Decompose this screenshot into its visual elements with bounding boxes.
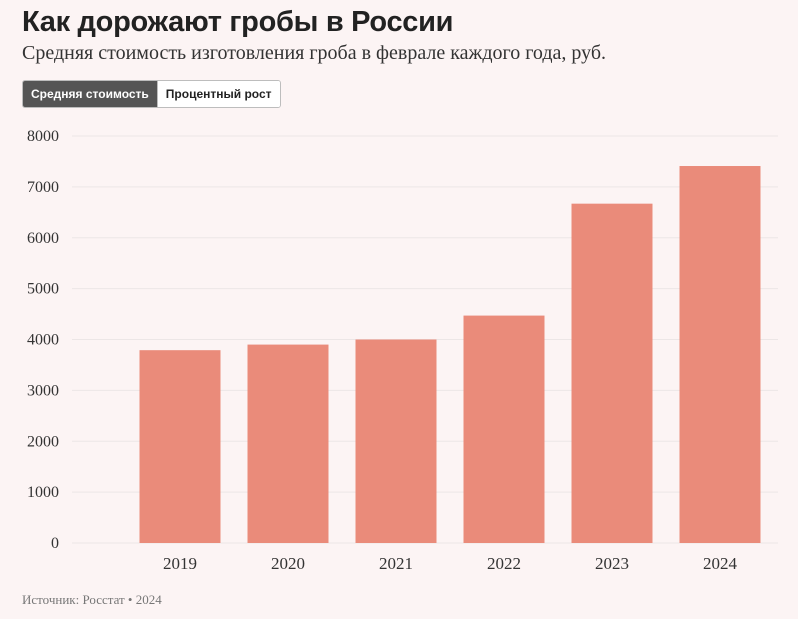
x-tick-label: 2021 [379, 554, 413, 573]
view-toggle: Средняя стоимость Процентный рост [22, 80, 281, 108]
x-tick-label: 2022 [487, 554, 521, 573]
y-tick-label: 8000 [27, 128, 59, 145]
bar-2024[interactable] [679, 166, 761, 544]
x-tick-label: 2019 [163, 554, 197, 573]
source-note: Источник: Росстат • 2024 [22, 592, 162, 607]
y-tick-label: 4000 [27, 332, 59, 349]
bar-2020[interactable] [247, 344, 329, 543]
y-tick-label: 3000 [27, 382, 59, 399]
toggle-average-cost[interactable]: Средняя стоимость [23, 81, 157, 107]
y-tick-label: 6000 [27, 230, 59, 247]
y-tick-label: 5000 [27, 281, 59, 298]
bar-2023[interactable] [571, 203, 653, 543]
chart-subtitle: Средняя стоимость изготовления гроба в ф… [22, 42, 607, 64]
y-tick-label: 7000 [27, 179, 59, 196]
toggle-percent-growth[interactable]: Процентный рост [156, 81, 280, 107]
bar-2021[interactable] [355, 339, 437, 544]
y-tick-label: 2000 [27, 433, 59, 450]
x-tick-label: 2024 [703, 554, 738, 573]
bar-chart: 0 1000 2000 3000 4000 5000 6000 7000 8000 2019 202… [27, 128, 778, 573]
y-tick-label: 0 [51, 535, 59, 552]
bar-2019[interactable] [139, 350, 221, 543]
y-tick-label: 1000 [27, 484, 59, 501]
chart-title: Как дорожают гробы в России [22, 6, 454, 38]
x-tick-label: 2023 [595, 554, 629, 573]
bar-2022[interactable] [463, 315, 545, 543]
x-tick-label: 2020 [271, 554, 305, 573]
